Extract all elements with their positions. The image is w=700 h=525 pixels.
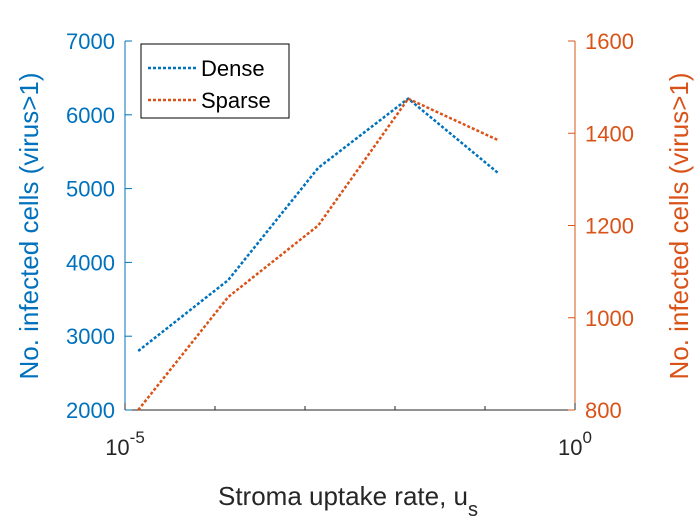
y-left-tick-label: 7000 <box>66 29 115 54</box>
legend-box <box>140 43 290 119</box>
x-axis-label: Stroma uptake rate, us <box>218 481 478 521</box>
y-right-tick-label: 1000 <box>585 306 634 331</box>
y-right-tick-label: 800 <box>585 398 622 423</box>
y-right-tick-label: 1600 <box>585 29 634 54</box>
y-left-tick-label: 6000 <box>66 103 115 128</box>
legend-dense-label: Dense <box>201 56 265 81</box>
legend-sparse-label: Sparse <box>201 88 271 113</box>
series-line-dense <box>137 97 499 352</box>
y-right-tick-label: 1200 <box>585 214 634 239</box>
y-axis-left-label: No. infected cells (virus>1) <box>14 72 44 379</box>
x-tick-label: 10-5 <box>105 428 145 460</box>
legend: Dense Sparse <box>140 43 290 119</box>
y-left-tick-label: 2000 <box>66 398 115 423</box>
x-tick-label: 100 <box>558 428 592 460</box>
y-right-tick-label: 1400 <box>585 121 634 146</box>
y-left-tick-label: 3000 <box>66 324 115 349</box>
y-left-tick-label: 5000 <box>66 177 115 202</box>
series-line-sparse <box>137 97 499 411</box>
y-axis-right-label: No. infected cells (virus>1) <box>664 72 694 379</box>
y-left-tick-label: 4000 <box>66 250 115 275</box>
